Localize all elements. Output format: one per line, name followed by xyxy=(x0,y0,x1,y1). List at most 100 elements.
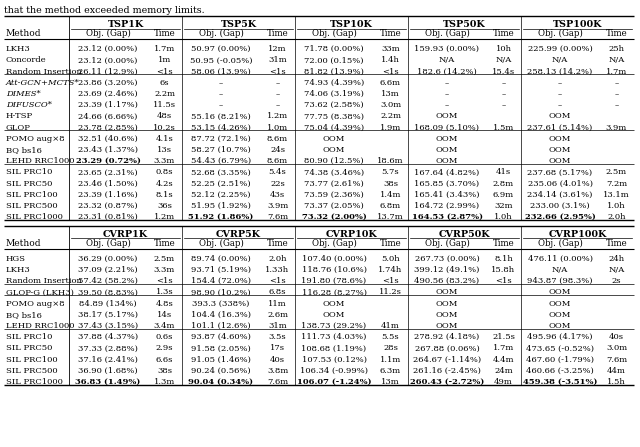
Text: 13m: 13m xyxy=(381,378,400,386)
Text: 476.11 (0.00%): 476.11 (0.00%) xyxy=(527,255,593,263)
Text: <1s: <1s xyxy=(269,67,286,76)
Text: 191.80 (78.6%): 191.80 (78.6%) xyxy=(301,277,367,285)
Text: 24h: 24h xyxy=(609,255,625,263)
Text: Time: Time xyxy=(267,239,289,248)
Text: CVRP10K: CVRP10K xyxy=(326,230,378,239)
Text: 2.2m: 2.2m xyxy=(380,112,401,120)
Text: 459.38 (-3.51%): 459.38 (-3.51%) xyxy=(523,378,597,386)
Text: 72.00 (0.15%): 72.00 (0.15%) xyxy=(304,56,364,64)
Text: 165.85 (3.70%): 165.85 (3.70%) xyxy=(415,180,479,188)
Text: 37.88 (4.37%): 37.88 (4.37%) xyxy=(78,333,138,342)
Text: <1s: <1s xyxy=(495,277,512,285)
Text: –: – xyxy=(275,79,280,87)
Text: 73.77 (2.61%): 73.77 (2.61%) xyxy=(304,180,364,188)
Text: 39.50 (8.83%): 39.50 (8.83%) xyxy=(78,288,138,296)
Text: SIL PRC50: SIL PRC50 xyxy=(6,180,52,188)
Text: 164.53 (2.87%): 164.53 (2.87%) xyxy=(412,213,483,221)
Text: 1.74h: 1.74h xyxy=(378,266,403,274)
Text: 118.76 (10.6%): 118.76 (10.6%) xyxy=(301,266,367,274)
Text: OOM: OOM xyxy=(323,146,345,154)
Text: Random Insertion: Random Insertion xyxy=(6,277,82,285)
Text: 71.78 (0.00%): 71.78 (0.00%) xyxy=(304,45,364,53)
Text: 23.86 (3.20%): 23.86 (3.20%) xyxy=(78,79,138,87)
Text: 1.7m: 1.7m xyxy=(154,45,175,53)
Text: 2.6m: 2.6m xyxy=(267,311,288,319)
Text: 278.92 (4.18%): 278.92 (4.18%) xyxy=(414,333,479,342)
Text: 15.4s: 15.4s xyxy=(492,67,515,76)
Text: TSP50K: TSP50K xyxy=(443,20,486,29)
Text: 159.93 (0.00%): 159.93 (0.00%) xyxy=(415,45,479,53)
Text: 23.69 (2.46%): 23.69 (2.46%) xyxy=(78,90,138,98)
Text: 14s: 14s xyxy=(157,311,172,319)
Text: 2.2m: 2.2m xyxy=(154,90,175,98)
Text: 74.38 (3.46%): 74.38 (3.46%) xyxy=(304,169,364,177)
Text: 237.61 (5.14%): 237.61 (5.14%) xyxy=(527,124,593,131)
Text: 36s: 36s xyxy=(157,202,172,210)
Text: Time: Time xyxy=(605,239,627,248)
Text: Time: Time xyxy=(380,239,401,248)
Text: 58.06 (13.9%): 58.06 (13.9%) xyxy=(191,67,251,76)
Text: 8.6m: 8.6m xyxy=(267,135,288,143)
Text: 37.43 (3.15%): 37.43 (3.15%) xyxy=(78,322,138,330)
Text: 7.6m: 7.6m xyxy=(267,378,288,386)
Text: 473.65 (-0.52%): 473.65 (-0.52%) xyxy=(526,345,594,353)
Text: 74.93 (4.39%): 74.93 (4.39%) xyxy=(304,79,364,87)
Text: Random Insertion: Random Insertion xyxy=(6,67,82,76)
Text: <1s: <1s xyxy=(269,277,286,285)
Text: Obj. (Gap): Obj. (Gap) xyxy=(538,239,582,248)
Text: –: – xyxy=(445,101,449,109)
Text: 23.12 (0.00%): 23.12 (0.00%) xyxy=(78,56,138,64)
Text: 13.1m: 13.1m xyxy=(603,191,630,199)
Text: 23.29 (0.72%): 23.29 (0.72%) xyxy=(76,157,140,165)
Text: 106.07 (-1.24%): 106.07 (-1.24%) xyxy=(297,378,371,386)
Text: –: – xyxy=(219,101,223,109)
Text: BQ bs16: BQ bs16 xyxy=(6,311,42,319)
Text: –: – xyxy=(219,79,223,87)
Text: 233.00 (3.1%): 233.00 (3.1%) xyxy=(530,202,590,210)
Text: 10.2s: 10.2s xyxy=(153,124,176,131)
Text: OOM: OOM xyxy=(549,146,571,154)
Text: OOM: OOM xyxy=(323,311,345,319)
Text: 2.8m: 2.8m xyxy=(493,180,514,188)
Text: 1.4h: 1.4h xyxy=(381,56,400,64)
Text: 37.33 (2.88%): 37.33 (2.88%) xyxy=(78,345,138,353)
Text: 50.95 (-0.05%): 50.95 (-0.05%) xyxy=(189,56,252,64)
Text: 23.78 (2.85%): 23.78 (2.85%) xyxy=(78,124,138,131)
Text: 18.6m: 18.6m xyxy=(377,157,404,165)
Text: 234.14 (3.61%): 234.14 (3.61%) xyxy=(527,191,593,199)
Text: 267.73 (0.00%): 267.73 (0.00%) xyxy=(415,255,479,263)
Text: 2.5m: 2.5m xyxy=(154,255,175,263)
Text: 7.6m: 7.6m xyxy=(606,356,627,364)
Text: TSP100K: TSP100K xyxy=(553,20,602,29)
Text: 32m: 32m xyxy=(494,202,513,210)
Text: 89.74 (0.00%): 89.74 (0.00%) xyxy=(191,255,251,263)
Text: 3.3m: 3.3m xyxy=(154,266,175,274)
Text: –: – xyxy=(614,79,619,87)
Text: 399.12 (49.1%): 399.12 (49.1%) xyxy=(414,266,480,274)
Text: 37.16 (2.41%): 37.16 (2.41%) xyxy=(78,356,138,364)
Text: 40s: 40s xyxy=(270,356,285,364)
Text: 52.25 (2.51%): 52.25 (2.51%) xyxy=(191,180,251,188)
Text: OOM: OOM xyxy=(323,299,345,308)
Text: Concorde: Concorde xyxy=(6,56,47,64)
Text: 5.5s: 5.5s xyxy=(381,333,399,342)
Text: TSP10K: TSP10K xyxy=(330,20,373,29)
Text: CVRP5K: CVRP5K xyxy=(216,230,261,239)
Text: –: – xyxy=(614,90,619,98)
Text: SIL PRC100: SIL PRC100 xyxy=(6,356,58,364)
Text: 8.6m: 8.6m xyxy=(267,157,288,165)
Text: 1.9m: 1.9m xyxy=(380,124,401,131)
Text: 1.3s: 1.3s xyxy=(156,288,173,296)
Text: DIMES*: DIMES* xyxy=(6,90,41,98)
Text: LEHD RRC1000: LEHD RRC1000 xyxy=(6,322,74,330)
Text: 261.16 (-2.45%): 261.16 (-2.45%) xyxy=(413,367,481,375)
Text: 1.7m: 1.7m xyxy=(493,345,514,353)
Text: 2.0h: 2.0h xyxy=(607,213,626,221)
Text: 267.88 (0.06%): 267.88 (0.06%) xyxy=(415,345,479,353)
Text: 107.40 (0.00%): 107.40 (0.00%) xyxy=(301,255,367,263)
Text: 31m: 31m xyxy=(268,322,287,330)
Text: CVRP1K: CVRP1K xyxy=(103,230,148,239)
Text: 5.0h: 5.0h xyxy=(381,255,400,263)
Text: 1.7m: 1.7m xyxy=(606,67,627,76)
Text: –: – xyxy=(614,101,619,109)
